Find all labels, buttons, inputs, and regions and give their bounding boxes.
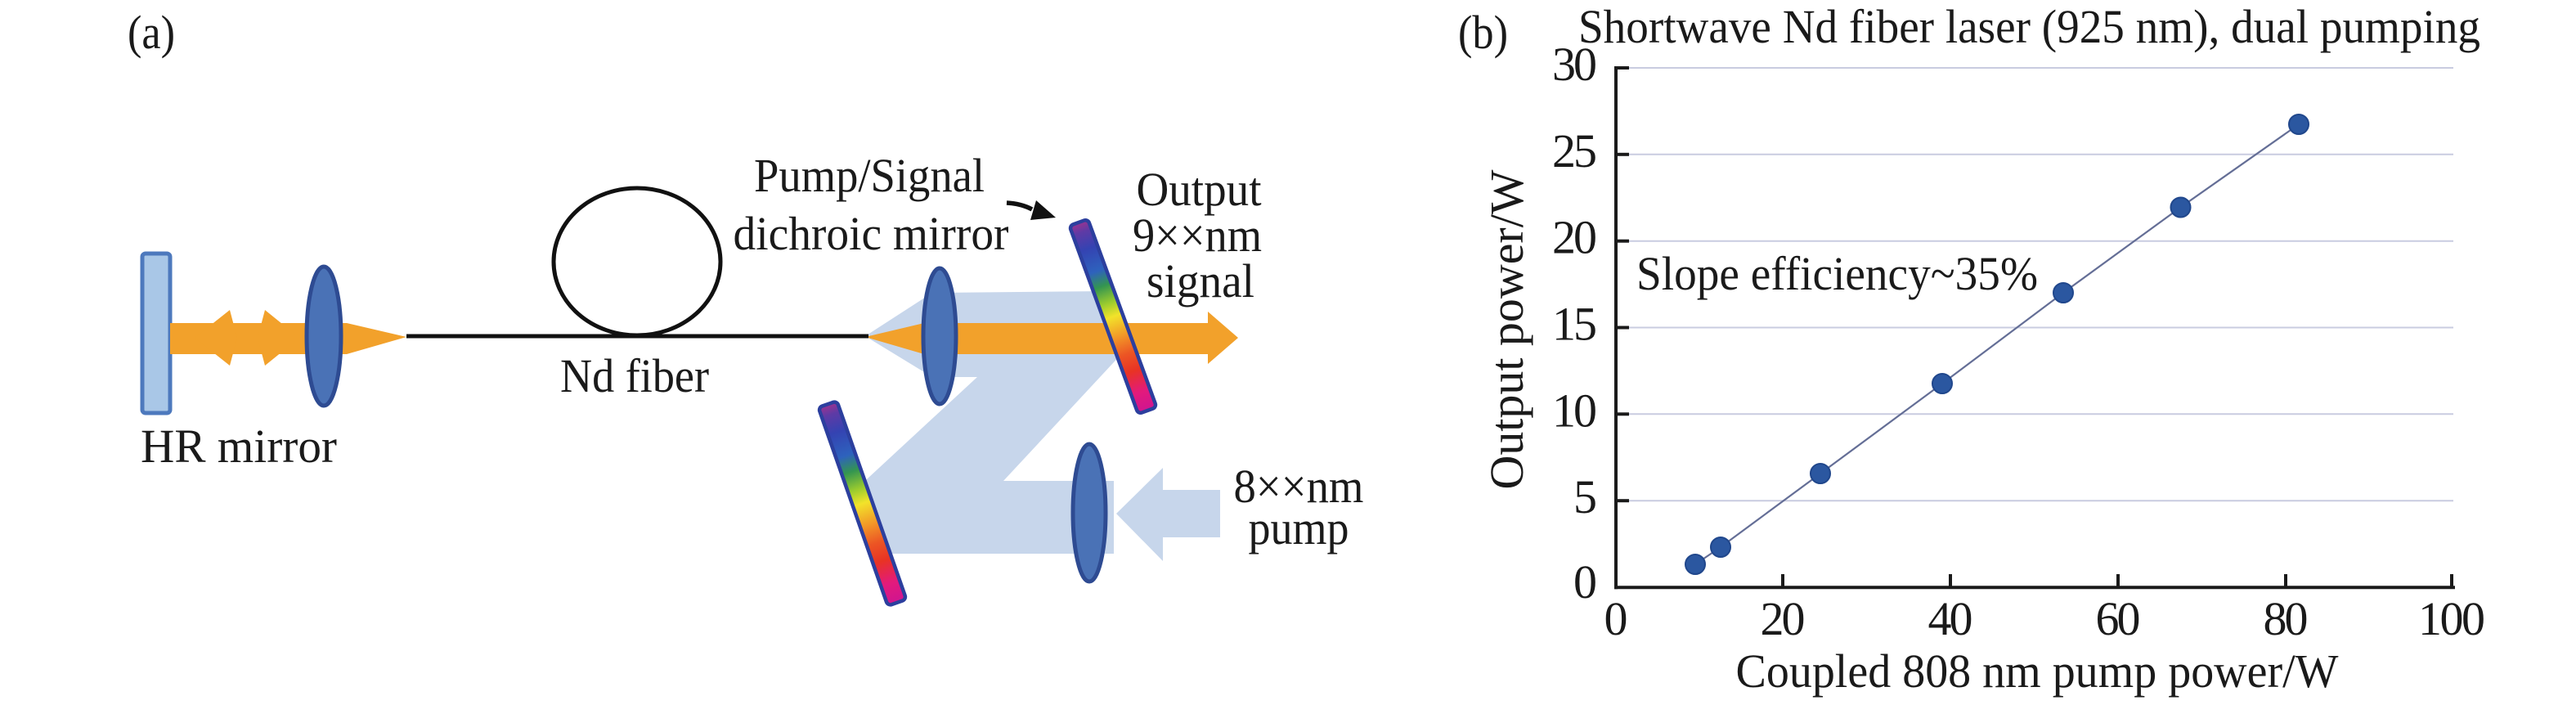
svg-text:(b): (b) [1458, 6, 1508, 59]
svg-text:dichroic mirror: dichroic mirror [734, 207, 1009, 260]
svg-text:signal: signal [1147, 254, 1254, 308]
svg-text:Output: Output [1137, 163, 1262, 216]
svg-text:60: 60 [2096, 592, 2141, 645]
svg-text:100: 100 [2418, 592, 2485, 645]
svg-text:20: 20 [1761, 592, 1806, 645]
svg-text:30: 30 [1552, 38, 1597, 91]
svg-text:80: 80 [2264, 592, 2309, 645]
svg-text:HR mirror: HR mirror [141, 420, 337, 473]
svg-text:pump: pump [1249, 501, 1349, 555]
svg-text:10: 10 [1552, 384, 1597, 437]
svg-text:25: 25 [1552, 124, 1597, 177]
svg-text:Nd fiber: Nd fiber [560, 349, 709, 402]
svg-text:20: 20 [1552, 211, 1597, 264]
svg-text:0: 0 [1573, 555, 1597, 608]
svg-text:(a): (a) [128, 6, 175, 59]
svg-text:Shortwave Nd fiber laser (925: Shortwave Nd fiber laser (925 nm), dual … [1578, 0, 2480, 53]
svg-text:40: 40 [1928, 592, 1973, 645]
svg-text:Pump/Signal: Pump/Signal [754, 149, 985, 202]
svg-text:Output power/W: Output power/W [1480, 169, 1533, 489]
svg-text:8××nm: 8××nm [1234, 460, 1364, 513]
svg-text:5: 5 [1573, 470, 1597, 523]
svg-text:15: 15 [1552, 298, 1597, 351]
svg-text:0: 0 [1604, 592, 1628, 645]
svg-text:Coupled 808 nm pump power/W: Coupled 808 nm pump power/W [1736, 644, 2339, 698]
svg-text:9××nm: 9××nm [1133, 209, 1262, 262]
svg-text:Slope efficiency~35%: Slope efficiency~35% [1636, 247, 2038, 300]
